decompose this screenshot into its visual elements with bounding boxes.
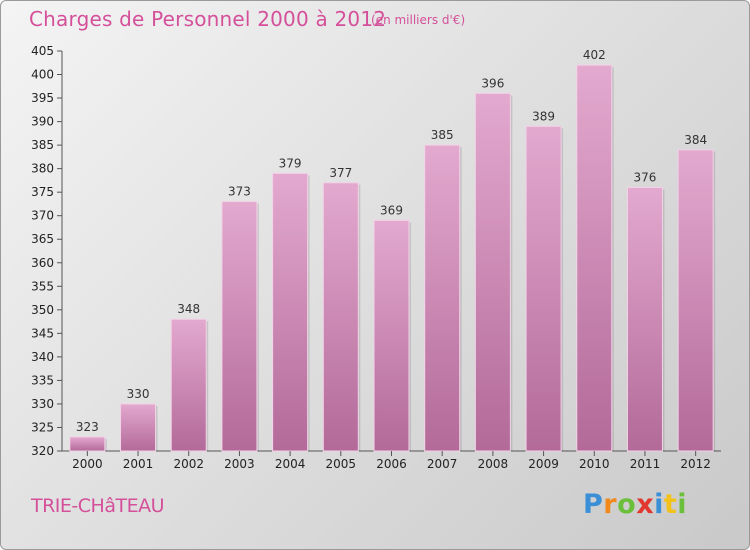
y-tick-label: 325: [31, 420, 54, 434]
x-tick-label: 2005: [326, 457, 357, 471]
bar: [576, 64, 613, 452]
x-tick-label: 2007: [427, 457, 458, 471]
data-label: 376: [634, 170, 657, 184]
x-tick-label: 2001: [123, 457, 154, 471]
logo-letter: o: [617, 489, 637, 520]
bar: [424, 144, 461, 452]
bar: [525, 125, 562, 452]
x-tick-label: 2012: [680, 457, 711, 471]
x-tick-label: 2003: [224, 457, 255, 471]
y-tick-label: 380: [31, 162, 54, 176]
x-tick-label: 2009: [528, 457, 559, 471]
y-tick-label: 360: [31, 256, 54, 270]
data-label: 373: [228, 185, 251, 199]
bar: [221, 201, 258, 452]
data-label: 348: [177, 302, 200, 316]
data-label: 385: [431, 128, 454, 142]
logo-letter: r: [603, 489, 618, 520]
bar: [69, 436, 106, 452]
bar: [322, 182, 359, 452]
x-tick-label: 2011: [630, 457, 661, 471]
logo-letter: x: [636, 489, 655, 520]
y-tick-label: 320: [31, 444, 54, 458]
data-label: 330: [127, 387, 150, 401]
x-tick-label: 2004: [275, 457, 306, 471]
y-tick-label: 405: [31, 44, 54, 58]
y-tick-label: 335: [31, 373, 54, 387]
bar: [677, 149, 714, 452]
bar: [170, 318, 207, 452]
y-tick-label: 400: [31, 68, 54, 82]
data-label: 379: [279, 156, 302, 170]
bar: [373, 219, 410, 452]
logo-letter: P: [583, 489, 604, 520]
bar: [474, 92, 511, 452]
y-tick-label: 350: [31, 303, 54, 317]
data-label: 377: [329, 166, 352, 180]
chart-subtitle: (en milliers d'€): [371, 13, 466, 27]
x-tick-label: 2002: [173, 457, 204, 471]
x-tick-label: 2010: [579, 457, 610, 471]
y-tick-label: 355: [31, 279, 54, 293]
y-tick-label: 345: [31, 326, 54, 340]
x-tick-label: 2000: [72, 457, 103, 471]
bar: [120, 403, 157, 452]
y-tick-label: 390: [31, 115, 54, 129]
x-tick-label: 2006: [376, 457, 407, 471]
proxiti-logo[interactable]: Proxiti: [583, 489, 687, 520]
y-tick-label: 370: [31, 209, 54, 223]
logo-letter: i: [677, 489, 688, 520]
bar: [272, 172, 309, 452]
data-label: 402: [583, 48, 606, 62]
logo-letter: i: [654, 489, 664, 520]
data-label: 384: [684, 133, 707, 147]
y-tick-label: 375: [31, 185, 54, 199]
y-tick-label: 330: [31, 397, 54, 411]
data-label: 396: [481, 76, 504, 90]
y-tick-label: 385: [31, 138, 54, 152]
bar: [626, 186, 663, 452]
chart-title: Charges de Personnel 2000 à 2012: [29, 7, 387, 31]
data-label: 323: [76, 420, 99, 434]
x-tick-label: 2008: [478, 457, 509, 471]
y-tick-label: 395: [31, 91, 54, 105]
logo-letter: t: [663, 489, 678, 520]
commune-name: TRIE-CHâTEAU: [31, 495, 164, 517]
y-tick-label: 365: [31, 232, 54, 246]
y-tick-label: 340: [31, 350, 54, 364]
data-label: 389: [532, 109, 555, 123]
data-label: 369: [380, 203, 403, 217]
